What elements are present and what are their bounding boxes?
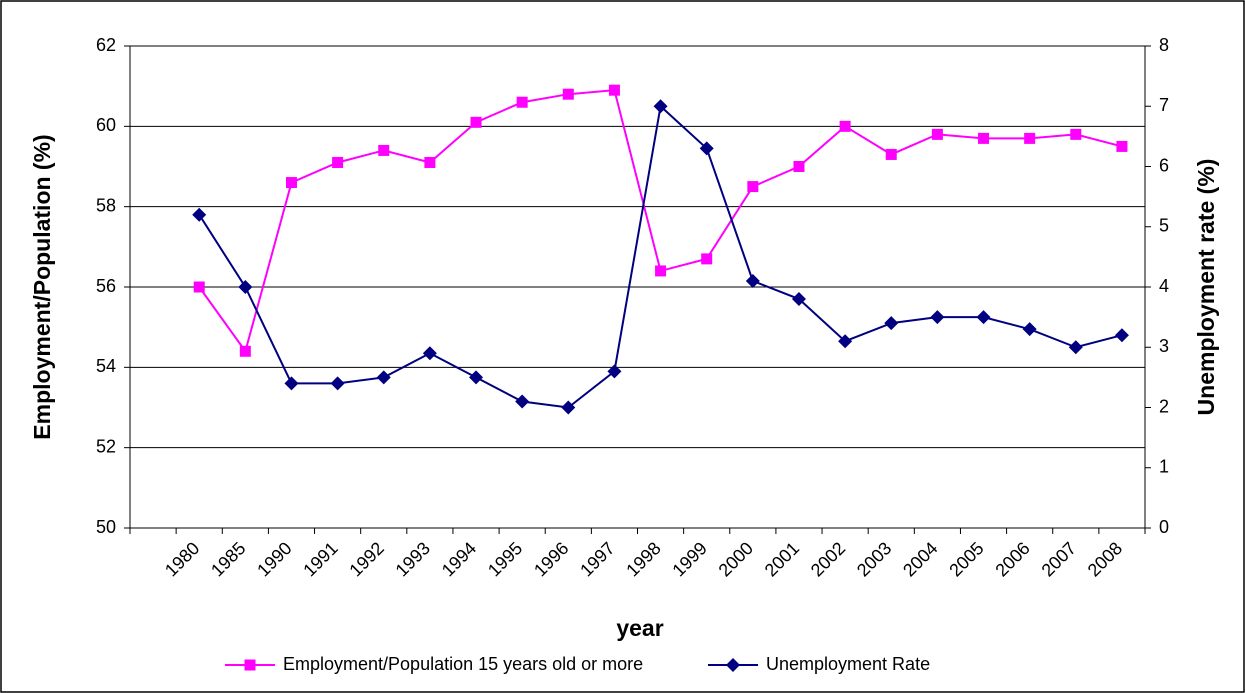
data-point: [192, 207, 207, 222]
y-tick-label: 50: [96, 517, 116, 537]
data-point: [422, 346, 437, 361]
data-point: [978, 132, 990, 144]
data-point: [470, 116, 482, 128]
y-tick-label: 54: [96, 356, 116, 376]
data-point: [561, 400, 576, 415]
legend-label: Employment/Population 15 years old or mo…: [283, 654, 643, 674]
y2-axis-title: Unemployment rate (%): [1193, 159, 1219, 416]
y2-tick-label: 8: [1159, 35, 1169, 55]
legend-marker: [726, 658, 740, 672]
y2-tick-label: 2: [1159, 396, 1169, 416]
data-point: [607, 364, 622, 379]
y-tick-label: 58: [96, 195, 116, 215]
data-point: [516, 96, 528, 108]
data-point: [655, 265, 667, 277]
data-point: [424, 156, 436, 168]
y2-tick-label: 5: [1159, 216, 1169, 236]
y-axis-title: Employment/Population (%): [29, 134, 55, 439]
y2-tick-label: 7: [1159, 95, 1169, 115]
data-point: [793, 161, 805, 172]
data-point: [885, 148, 897, 160]
y2-tick-label: 6: [1159, 155, 1169, 175]
x-axis-title: year: [616, 615, 663, 641]
data-point: [701, 253, 713, 265]
data-point: [838, 334, 853, 349]
data-point: [699, 141, 714, 156]
data-point: [330, 376, 345, 391]
data-point: [1068, 340, 1083, 355]
y2-tick-label: 0: [1159, 517, 1169, 537]
data-point: [931, 128, 943, 140]
y-tick-label: 56: [96, 276, 116, 296]
data-point: [930, 310, 945, 325]
data-point: [1116, 140, 1128, 152]
data-point: [285, 177, 297, 189]
data-point: [238, 280, 253, 294]
data-point: [515, 394, 530, 409]
data-point: [332, 156, 344, 168]
data-point: [469, 370, 484, 385]
y-tick-label: 60: [96, 115, 116, 135]
data-point: [1070, 128, 1082, 140]
data-point: [747, 181, 759, 193]
y2-tick-label: 4: [1159, 276, 1169, 296]
data-point: [791, 292, 806, 307]
data-point: [284, 376, 299, 391]
data-point: [378, 144, 390, 156]
data-point: [239, 345, 251, 357]
y2-tick-label: 1: [1159, 457, 1169, 477]
y-tick-label: 62: [96, 35, 116, 55]
data-point: [562, 88, 574, 100]
legend-marker: [244, 659, 256, 671]
y2-tick-label: 3: [1159, 336, 1169, 356]
data-point: [193, 281, 205, 293]
data-point: [1022, 322, 1037, 337]
y-tick-label: 52: [96, 436, 116, 456]
data-point: [745, 273, 760, 288]
data-point: [1114, 328, 1129, 343]
data-point: [376, 370, 391, 385]
data-point: [884, 316, 899, 331]
legend-label: Unemployment Rate: [766, 654, 930, 674]
data-point: [653, 99, 668, 114]
data-point: [1024, 132, 1036, 144]
data-point: [839, 120, 851, 132]
data-point: [976, 310, 991, 325]
data-point: [608, 84, 620, 96]
